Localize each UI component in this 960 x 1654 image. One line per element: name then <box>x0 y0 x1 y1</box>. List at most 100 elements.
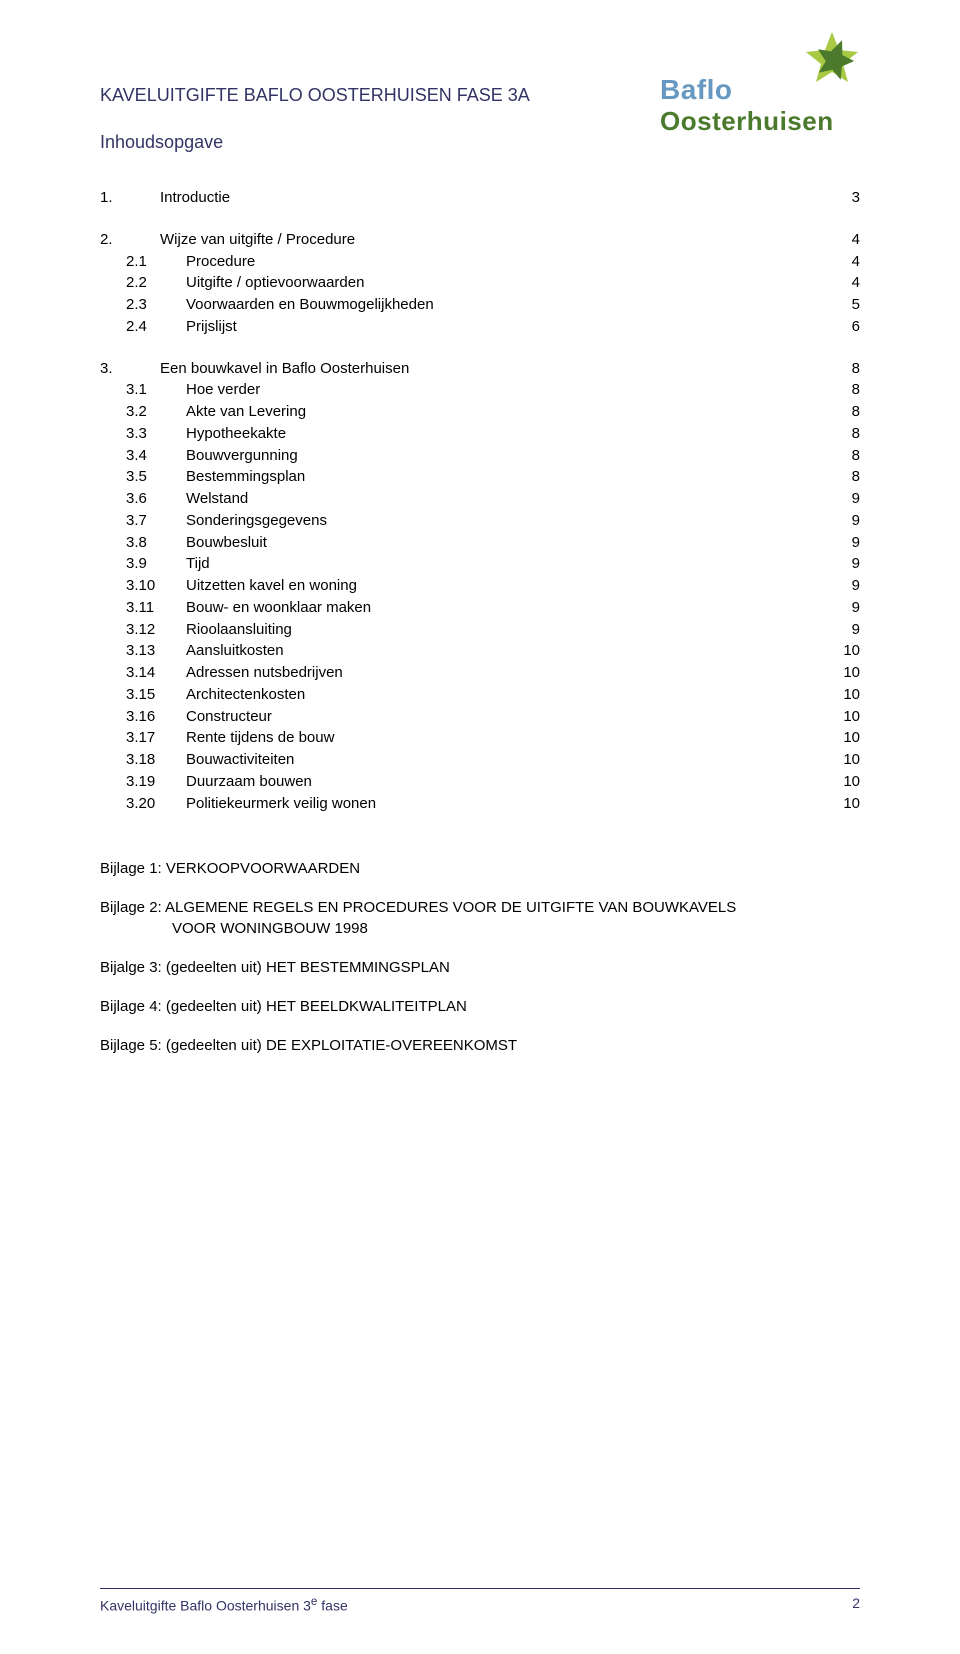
toc-page: 4 <box>820 272 860 294</box>
toc-page: 8 <box>820 423 860 445</box>
footer-page-number: 2 <box>852 1595 860 1614</box>
toc-item: 3.7Sonderingsgegevens9 <box>100 510 860 532</box>
toc-number: 3.3 <box>100 423 186 445</box>
toc-number: 2.4 <box>100 316 186 338</box>
toc-label: Uitgifte / optievoorwaarden <box>186 272 820 294</box>
toc-item: 3.19Duurzaam bouwen10 <box>100 771 860 793</box>
toc-item: 3.9Tijd9 <box>100 553 860 575</box>
logo-word-2: Oosterhuisen <box>660 106 834 136</box>
toc-item: 3.11Bouw- en woonklaar maken9 <box>100 597 860 619</box>
attachment-line: Bijlage 4: (gedeelten uit) HET BEELDKWAL… <box>100 998 467 1015</box>
toc-item: 2.2Uitgifte / optievoorwaarden4 <box>100 272 860 294</box>
toc-label: Bouw- en woonklaar maken <box>186 597 820 619</box>
toc-label: Akte van Levering <box>186 401 820 423</box>
toc-label: Aansluitkosten <box>186 640 820 662</box>
toc-page: 9 <box>820 532 860 554</box>
toc-item: 2.3Voorwaarden en Bouwmogelijkheden5 <box>100 294 860 316</box>
footer-left-post: fase <box>317 1598 347 1614</box>
toc-number: 3.10 <box>100 575 186 597</box>
toc-item: 3.5Bestemmingsplan8 <box>100 466 860 488</box>
attachments-list: Bijlage 1: VERKOOPVOORWAARDEN Bijlage 2: … <box>100 858 860 1056</box>
toc-item: 3.12Rioolaansluiting9 <box>100 619 860 641</box>
toc-page: 4 <box>820 229 860 251</box>
attachment-line: Bijlage 2: ALGEMENE REGELS EN PROCEDURES… <box>100 899 736 916</box>
toc-number: 3.14 <box>100 662 186 684</box>
toc-section: 1.Introductie3 <box>100 187 860 209</box>
toc-label: Prijslijst <box>186 316 820 338</box>
toc-number: 3.11 <box>100 597 186 619</box>
toc-page: 9 <box>820 619 860 641</box>
toc-number: 1. <box>100 187 160 209</box>
attachment-entry: Bijlage 4: (gedeelten uit) HET BEELDKWAL… <box>100 996 860 1017</box>
toc-number: 2.1 <box>100 251 186 273</box>
toc-page: 5 <box>820 294 860 316</box>
toc-label: Sonderingsgegevens <box>186 510 820 532</box>
toc-label: Tijd <box>186 553 820 575</box>
toc-item: 3.15Architectenkosten10 <box>100 684 860 706</box>
attachment-entry: Bijlage 1: VERKOOPVOORWAARDEN <box>100 858 860 879</box>
toc-label: Politiekeurmerk veilig wonen <box>186 793 820 815</box>
toc-label: Voorwaarden en Bouwmogelijkheden <box>186 294 820 316</box>
toc-label: Bestemmingsplan <box>186 466 820 488</box>
toc-number: 3.20 <box>100 793 186 815</box>
table-of-contents: 1.Introductie3 2.Wijze van uitgifte / Pro… <box>100 187 860 814</box>
toc-item: 3.8Bouwbesluit9 <box>100 532 860 554</box>
toc-item: 2.4Prijslijst6 <box>100 316 860 338</box>
toc-label: Bouwvergunning <box>186 445 820 467</box>
toc-label: Duurzaam bouwen <box>186 771 820 793</box>
footer-left-pre: Kaveluitgifte Baflo Oosterhuisen 3 <box>100 1598 311 1614</box>
footer: Kaveluitgifte Baflo Oosterhuisen 3e fase… <box>100 1588 860 1614</box>
toc-page: 9 <box>820 575 860 597</box>
toc-number: 3.18 <box>100 749 186 771</box>
toc-item: 3.20Politiekeurmerk veilig wonen10 <box>100 793 860 815</box>
toc-number: 3.2 <box>100 401 186 423</box>
toc-page: 10 <box>820 771 860 793</box>
toc-item: 3.17Rente tijdens de bouw10 <box>100 727 860 749</box>
toc-section: 2.Wijze van uitgifte / Procedure4 <box>100 229 860 251</box>
toc-number: 3.1 <box>100 379 186 401</box>
toc-label: Architectenkosten <box>186 684 820 706</box>
attachment-line: Bijlage 5: (gedeelten uit) DE EXPLOITATI… <box>100 1037 517 1054</box>
toc-item: 3.4Bouwvergunning8 <box>100 445 860 467</box>
toc-label: Hypotheekakte <box>186 423 820 445</box>
attachment-line: Bijlage 1: VERKOOPVOORWAARDEN <box>100 860 360 877</box>
toc-page: 9 <box>820 553 860 575</box>
logo-word-1: Baflo <box>660 74 733 105</box>
toc-number: 3.5 <box>100 466 186 488</box>
attachment-entry: Bijalge 3: (gedeelten uit) HET BESTEMMIN… <box>100 957 860 978</box>
toc-page: 8 <box>820 466 860 488</box>
toc-item: 3.13Aansluitkosten10 <box>100 640 860 662</box>
toc-item: 3.16Constructeur10 <box>100 706 860 728</box>
toc-number: 3.7 <box>100 510 186 532</box>
toc-page: 8 <box>820 445 860 467</box>
attachment-entry: Bijlage 5: (gedeelten uit) DE EXPLOITATI… <box>100 1035 860 1056</box>
attachment-entry: Bijlage 2: ALGEMENE REGELS EN PROCEDURES… <box>100 897 860 939</box>
toc-label: Introductie <box>160 187 820 209</box>
toc-page: 4 <box>820 251 860 273</box>
toc-page: 8 <box>820 358 860 380</box>
logo: Baflo Oosterhuisen <box>660 30 890 130</box>
toc-item: 3.10Uitzetten kavel en woning9 <box>100 575 860 597</box>
toc-page: 8 <box>820 401 860 423</box>
toc-item: 3.3Hypotheekakte8 <box>100 423 860 445</box>
toc-number: 3.4 <box>100 445 186 467</box>
toc-item: 2.1Procedure4 <box>100 251 860 273</box>
toc-label: Rioolaansluiting <box>186 619 820 641</box>
toc-number: 3.17 <box>100 727 186 749</box>
toc-item: 3.18Bouwactiviteiten10 <box>100 749 860 771</box>
toc-number: 3.9 <box>100 553 186 575</box>
toc-page: 10 <box>820 706 860 728</box>
toc-number: 3.19 <box>100 771 186 793</box>
attachment-line: Bijalge 3: (gedeelten uit) HET BESTEMMIN… <box>100 959 450 976</box>
toc-number: 3. <box>100 358 160 380</box>
footer-left: Kaveluitgifte Baflo Oosterhuisen 3e fase <box>100 1595 348 1614</box>
toc-page: 10 <box>820 793 860 815</box>
toc-label: Wijze van uitgifte / Procedure <box>160 229 820 251</box>
toc-item: 3.2Akte van Levering8 <box>100 401 860 423</box>
toc-number: 2. <box>100 229 160 251</box>
toc-label: Adressen nutsbedrijven <box>186 662 820 684</box>
toc-page: 9 <box>820 597 860 619</box>
toc-number: 2.3 <box>100 294 186 316</box>
toc-label: Welstand <box>186 488 820 510</box>
toc-item: 3.14Adressen nutsbedrijven10 <box>100 662 860 684</box>
